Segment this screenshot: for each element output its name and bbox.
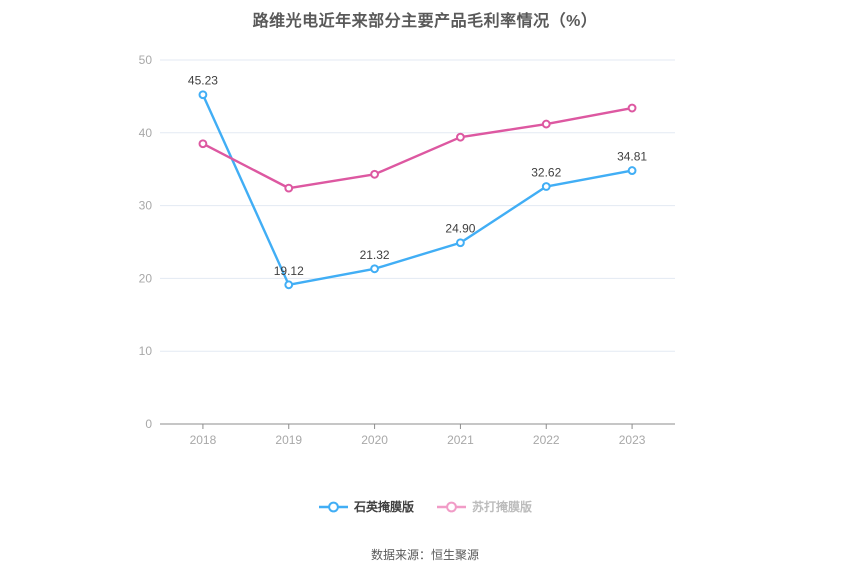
svg-text:2022: 2022: [533, 433, 560, 447]
svg-text:20: 20: [139, 271, 153, 285]
svg-text:2018: 2018: [190, 433, 217, 447]
svg-text:2023: 2023: [619, 433, 646, 447]
svg-text:45.23: 45.23: [188, 74, 218, 88]
legend-line-marker-icon: [437, 501, 466, 512]
legend-label-quartz-mask: 石英掩膜版: [353, 500, 414, 514]
legend-line-marker-icon: [318, 501, 348, 512]
svg-text:32.62: 32.62: [531, 166, 561, 180]
svg-text:24.90: 24.90: [445, 222, 475, 236]
data-source-note: 数据来源：恒生聚源: [370, 548, 479, 562]
svg-text:50: 50: [139, 53, 153, 67]
svg-text:10: 10: [139, 344, 153, 358]
svg-text:40: 40: [139, 126, 153, 140]
svg-text:2021: 2021: [447, 433, 474, 447]
legend-label-soda-mask: 苏打掩膜版: [472, 500, 533, 514]
svg-text:30: 30: [139, 199, 153, 213]
chart-legend: 石英掩膜版 苏打掩膜版: [0, 498, 850, 515]
svg-text:19.12: 19.12: [274, 264, 304, 278]
svg-text:34.81: 34.81: [617, 150, 647, 164]
svg-text:2019: 2019: [275, 433, 302, 447]
svg-text:0: 0: [145, 417, 152, 431]
legend-item-soda-mask[interactable]: 苏打掩膜版: [436, 498, 532, 515]
chart-title: 路维光电近年来部分主要产品毛利率情况（%）: [252, 13, 598, 30]
svg-text:2020: 2020: [361, 433, 388, 447]
line-chart-canvas: 0 10 20 30 40 50 2018 2019 2020 2021 2022 2023 45.23…: [139, 53, 675, 447]
legend-item-quartz-mask[interactable]: 石英掩膜版: [318, 498, 414, 515]
svg-text:21.32: 21.32: [360, 248, 390, 262]
